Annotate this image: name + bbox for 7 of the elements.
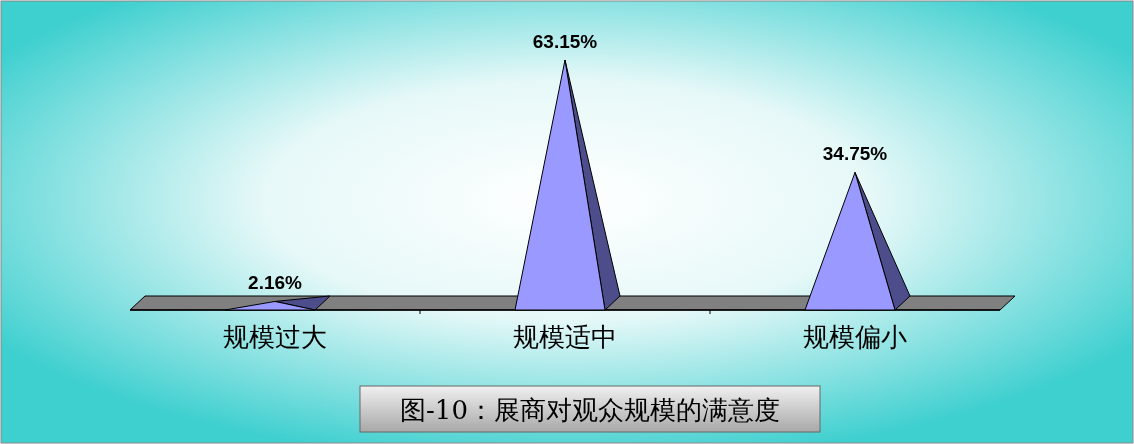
- x-tick-label: 规模过大: [223, 322, 327, 352]
- data-label: 63.15%: [532, 31, 598, 52]
- data-label: 34.75%: [822, 143, 888, 165]
- data-label: 2.16%: [248, 272, 303, 294]
- x-tick-label: 规模偏小: [803, 322, 907, 352]
- text: 图-10：展商对观众规模的满意度: [400, 395, 780, 425]
- x-tick-label: 规模适中: [513, 322, 617, 352]
